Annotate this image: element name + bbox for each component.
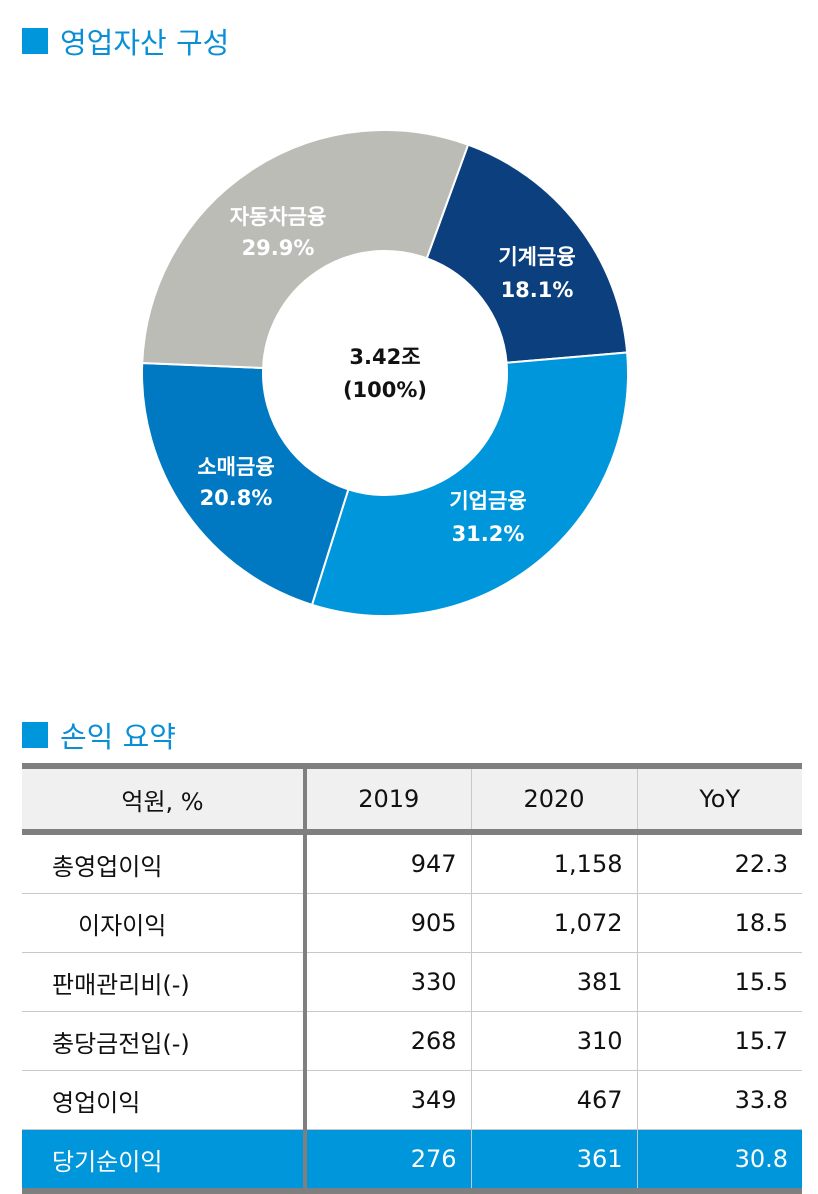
cell-yoy: 33.8 — [636, 1070, 802, 1130]
cell-yoy: 22.3 — [636, 832, 802, 894]
row-label: 충당금전입(-) — [22, 1011, 307, 1071]
header-2020: 2020 — [470, 766, 637, 835]
row-label: 영업이익 — [22, 1070, 307, 1130]
square-bullet-icon — [22, 28, 48, 54]
slice-label-retail: 소매금융 — [197, 455, 274, 479]
section-title-text: 영업자산 구성 — [60, 26, 230, 60]
table-row: 판매관리비(-) 330 381 15.5 — [22, 952, 802, 1012]
table-row: 당기순이익 276 361 30.8 — [22, 1129, 802, 1191]
section-title-pl: 손익 요약 — [22, 714, 176, 756]
cell-2020: 1,158 — [470, 832, 637, 894]
table-row: 충당금전입(-) 268 310 15.7 — [22, 1011, 802, 1071]
cell-2020: 467 — [470, 1070, 637, 1130]
cell-2019: 276 — [304, 1129, 471, 1191]
cell-yoy: 15.7 — [636, 1011, 802, 1071]
table-header-row: 억원, % 2019 2020 YoY — [22, 766, 802, 835]
header-2019: 2019 — [304, 766, 471, 835]
center-total: 3.42조 — [349, 345, 420, 369]
slice-auto — [141, 129, 470, 370]
slice-value-retail: 20.8% — [200, 486, 273, 510]
slice-retail — [141, 361, 350, 607]
cell-2020: 381 — [470, 952, 637, 1012]
center-percent: (100%) — [343, 378, 427, 402]
cell-yoy: 30.8 — [636, 1129, 802, 1191]
cell-2019: 947 — [304, 832, 471, 894]
cell-2020: 361 — [470, 1129, 637, 1191]
slice-value-auto: 29.9% — [242, 236, 315, 260]
cell-2019: 330 — [304, 952, 471, 1012]
cell-2019: 905 — [304, 893, 471, 953]
row-label: 총영업이익 — [22, 832, 307, 894]
slice-label-machinery: 기계금융 — [498, 245, 575, 269]
cell-2020: 1,072 — [470, 893, 637, 953]
section-title-text: 손익 요약 — [60, 720, 176, 754]
header-unit: 억원, % — [22, 766, 307, 835]
cell-yoy: 18.5 — [636, 893, 802, 953]
table-row: 영업이익 349 467 33.8 — [22, 1070, 802, 1130]
row-label: 이자이익 — [22, 893, 307, 953]
row-label: 당기순이익 — [22, 1129, 307, 1191]
row-label: 판매관리비(-) — [22, 952, 307, 1012]
slice-machinery — [425, 143, 629, 364]
table-row: 총영업이익 947 1,158 22.3 — [22, 832, 802, 894]
slice-value-machinery: 18.1% — [501, 278, 574, 302]
slice-label-auto: 자동차금융 — [230, 205, 327, 229]
cell-yoy: 15.5 — [636, 952, 802, 1012]
slice-value-corporate: 31.2% — [452, 522, 525, 546]
table-row: 이자이익 905 1,072 18.5 — [22, 893, 802, 953]
cell-2020: 310 — [470, 1011, 637, 1071]
slice-label-corporate: 기업금융 — [449, 489, 526, 513]
donut-chart: 기계금융 18.1% 기업금융 31.2% 소매금융 20.8% 자동차금융 2… — [141, 129, 629, 617]
cell-2019: 268 — [304, 1011, 471, 1071]
slice-corporate — [310, 351, 629, 617]
cell-2019: 349 — [304, 1070, 471, 1130]
pl-summary-table: 억원, % 2019 2020 YoY 총영업이익 947 1,158 22.3 이자이… — [22, 763, 802, 1194]
header-yoy: YoY — [636, 766, 802, 835]
square-bullet-icon — [22, 722, 48, 748]
section-title-assets: 영업자산 구성 — [22, 20, 229, 62]
